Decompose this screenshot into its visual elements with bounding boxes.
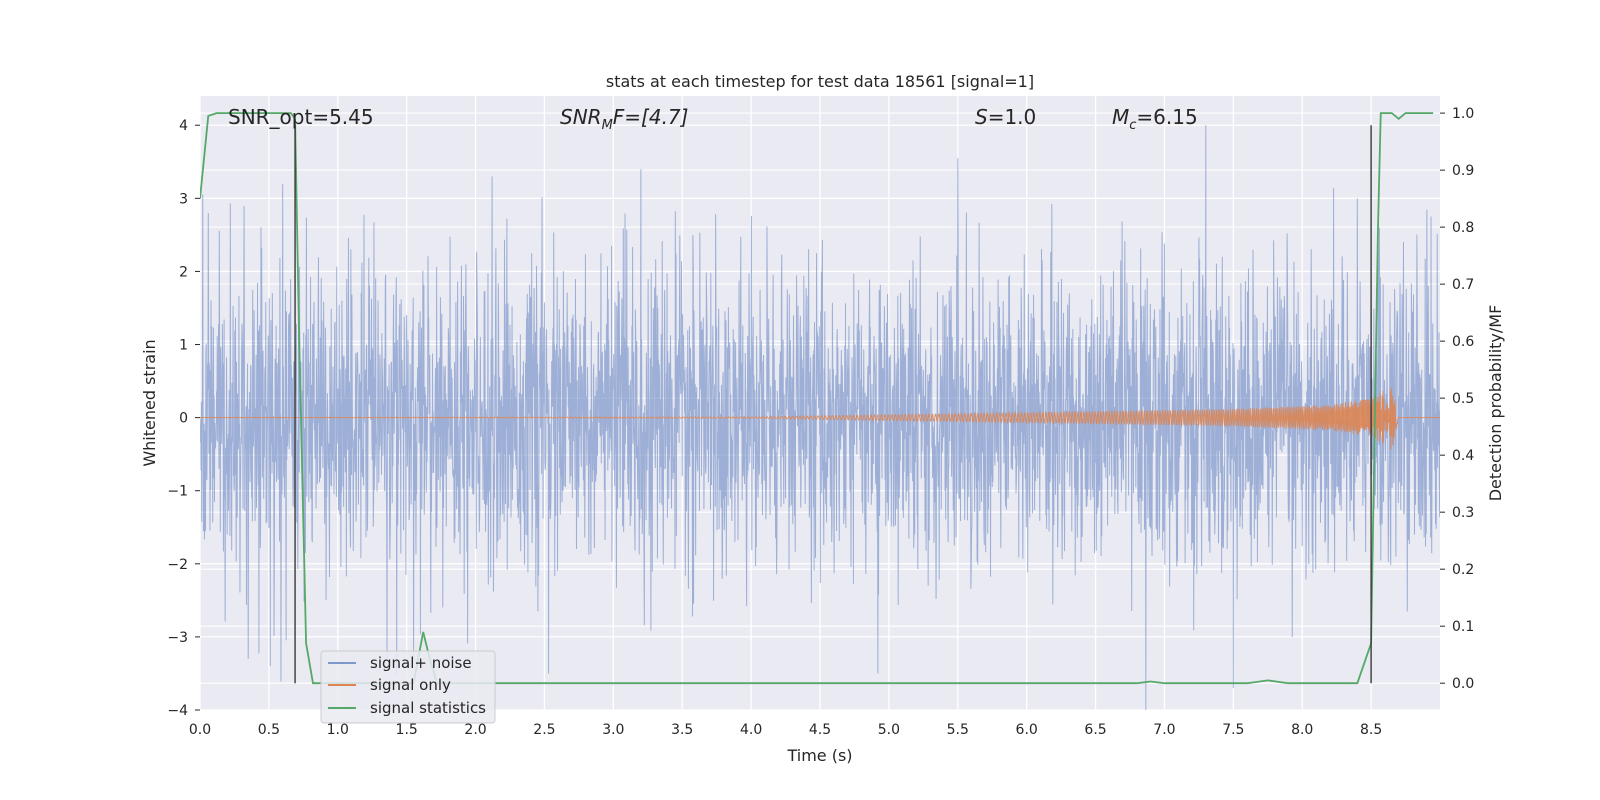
x-tick-label: 1.5 — [396, 722, 418, 738]
y-tick-label: 2 — [179, 264, 188, 280]
y2-tick-label: 0.0 — [1452, 676, 1474, 692]
x-tick-label: 4.0 — [740, 722, 762, 738]
axes: 0.0 0.5 1.0 1.5 2.0 2.5 3.0 3.5 4.0 4.5 5.0 5.5 6.0 6… — [167, 106, 1474, 738]
x-tick-label: 2.5 — [533, 722, 555, 738]
annotation-snr-mf-sub: M — [602, 118, 613, 133]
y-tick-label: 4 — [179, 118, 188, 134]
x-tick-label: 7.0 — [1153, 722, 1175, 738]
y2-tick-label: 0.9 — [1452, 163, 1474, 179]
y-axis-label: Whitened strain — [140, 339, 159, 466]
x-tick-label: 4.5 — [809, 722, 831, 738]
series-layer — [200, 112, 1440, 710]
x-tick-label: 3.0 — [602, 722, 624, 738]
annotation-snr-mf-rest: F=[4.7] — [613, 105, 689, 129]
series-line-signal-only — [200, 387, 1440, 450]
x-tick-label: 5.5 — [947, 722, 969, 738]
annotation-mc-sub: c — [1129, 118, 1136, 133]
annotation-mc-rest: =6.15 — [1136, 105, 1197, 129]
x-tick-label: 5.0 — [878, 722, 900, 738]
annotation-mc: Mc=6.15 — [1112, 105, 1198, 133]
annotation-snr-opt: SNR_opt=5.45 — [228, 105, 374, 129]
legend: signal+ noise signal only signal statist… — [320, 650, 496, 724]
x-tick-label: 8.0 — [1291, 722, 1313, 738]
annotation-snr-mf-main: SNR — [560, 105, 602, 129]
x-axis-label: Time (s) — [786, 746, 852, 765]
annotation-s: S=1.0 — [975, 105, 1036, 129]
chart-title: stats at each timestep for test data 185… — [606, 72, 1034, 91]
y2-tick-label: 0.2 — [1452, 562, 1474, 578]
y-tick-label: 1 — [179, 338, 188, 354]
y-tick-label: −4 — [167, 703, 188, 719]
y2-tick-label: 0.3 — [1452, 505, 1474, 521]
y2-axis-label: Detection probability/MF — [1486, 305, 1505, 502]
series-line-signal-noise — [200, 125, 1440, 710]
x-tick-label: 6.0 — [1016, 722, 1038, 738]
y-tick-label: −1 — [167, 484, 188, 500]
y-tick-label: −2 — [167, 557, 188, 573]
annotation-mc-main: M — [1112, 105, 1129, 129]
legend-box — [320, 650, 496, 724]
y2-tick-label: 0.8 — [1452, 220, 1474, 236]
x-tick-label: 0.5 — [258, 722, 280, 738]
legend-label-signal-only: signal only — [370, 676, 451, 694]
legend-label-signal-noise: signal+ noise — [370, 654, 472, 672]
x-tick-label: 6.5 — [1084, 722, 1106, 738]
x-tick-label: 1.0 — [327, 722, 349, 738]
x-tick-label: 7.5 — [1222, 722, 1244, 738]
y2-tick-label: 0.7 — [1452, 277, 1474, 293]
x-tick-label: 0.0 — [189, 722, 211, 738]
vertical-lines — [294, 125, 1372, 684]
annotation-s-main: S — [975, 105, 988, 129]
y2-tick-label: 0.4 — [1452, 448, 1474, 464]
annotation-s-rest: =1.0 — [988, 105, 1037, 129]
y-tick-label: −3 — [167, 630, 188, 646]
x-tick-label: 8.5 — [1360, 722, 1382, 738]
y2-tick-label: 0.5 — [1452, 391, 1474, 407]
x-tick-label: 3.5 — [671, 722, 693, 738]
legend-label-signal-statistics: signal statistics — [370, 699, 486, 717]
annotation-snr-mf: SNRMF=[4.7] — [560, 105, 688, 133]
y-tick-label: 0 — [179, 411, 188, 427]
y2-tick-label: 0.1 — [1452, 619, 1474, 635]
y-tick-label: 3 — [179, 191, 188, 207]
x-tick-label: 2.0 — [464, 722, 486, 738]
series-line-signal-statistics — [200, 112, 1434, 685]
y2-tick-label: 0.6 — [1452, 334, 1474, 350]
y2-tick-label: 1.0 — [1452, 106, 1474, 122]
